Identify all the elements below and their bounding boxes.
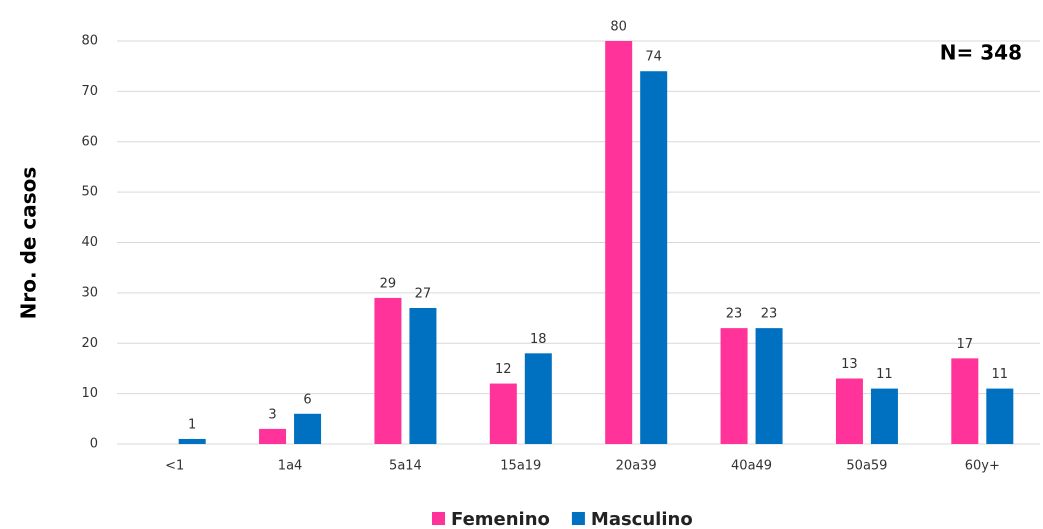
x-tick-label: 40a49 [731, 459, 772, 474]
bar [720, 328, 748, 444]
bar [259, 428, 287, 444]
bar [489, 383, 517, 444]
legend-swatch [432, 512, 445, 525]
y-tick-label: 30 [81, 285, 98, 300]
data-label: 17 [957, 337, 974, 352]
data-label: 3 [268, 407, 276, 422]
data-label: 6 [303, 392, 311, 407]
data-label: 23 [726, 307, 743, 322]
bar [605, 41, 633, 444]
data-label: 11 [992, 367, 1009, 382]
data-label: 23 [761, 307, 778, 322]
bar [524, 353, 552, 444]
bar [986, 388, 1014, 444]
annotation: N= 348 [940, 41, 1022, 65]
y-tick-label: 50 [81, 185, 98, 200]
y-tick-label: 20 [81, 336, 98, 351]
data-label: 80 [610, 20, 627, 35]
x-tick-label: 50a59 [846, 459, 887, 474]
data-label: 11 [876, 367, 893, 382]
y-tick-label: 0 [90, 437, 98, 452]
y-tick-label: 40 [81, 235, 98, 250]
y-tick-label: 60 [81, 134, 98, 149]
bar [835, 378, 863, 444]
data-label: 13 [841, 357, 858, 372]
y-tick-label: 80 [81, 34, 98, 49]
y-tick-label: 10 [81, 386, 98, 401]
x-tick-label: <1 [165, 459, 184, 474]
bar [640, 71, 668, 444]
data-label: 18 [530, 332, 547, 347]
x-tick-label: 20a39 [616, 459, 657, 474]
x-tick-label: 60y+ [965, 459, 1000, 474]
x-tick-label: 15a19 [500, 459, 541, 474]
bar [951, 358, 979, 444]
bar [178, 438, 206, 444]
data-label: 74 [645, 50, 662, 65]
legend-label: Masculino [591, 509, 693, 529]
bar [409, 307, 437, 444]
y-tick-label: 70 [81, 84, 98, 99]
data-label: 27 [415, 286, 432, 301]
x-tick-label: 5a14 [389, 459, 422, 474]
x-tick-label: 1a4 [278, 459, 303, 474]
legend-label: Femenino [451, 509, 550, 529]
bar [755, 328, 783, 444]
data-label: 29 [380, 276, 397, 291]
bar [870, 388, 898, 444]
y-axis-label: Nro. de casos [17, 167, 41, 320]
bar [294, 413, 322, 444]
legend-swatch [571, 512, 585, 525]
data-label: 1 [188, 417, 196, 432]
bar [374, 297, 402, 444]
data-label: 12 [495, 362, 512, 377]
